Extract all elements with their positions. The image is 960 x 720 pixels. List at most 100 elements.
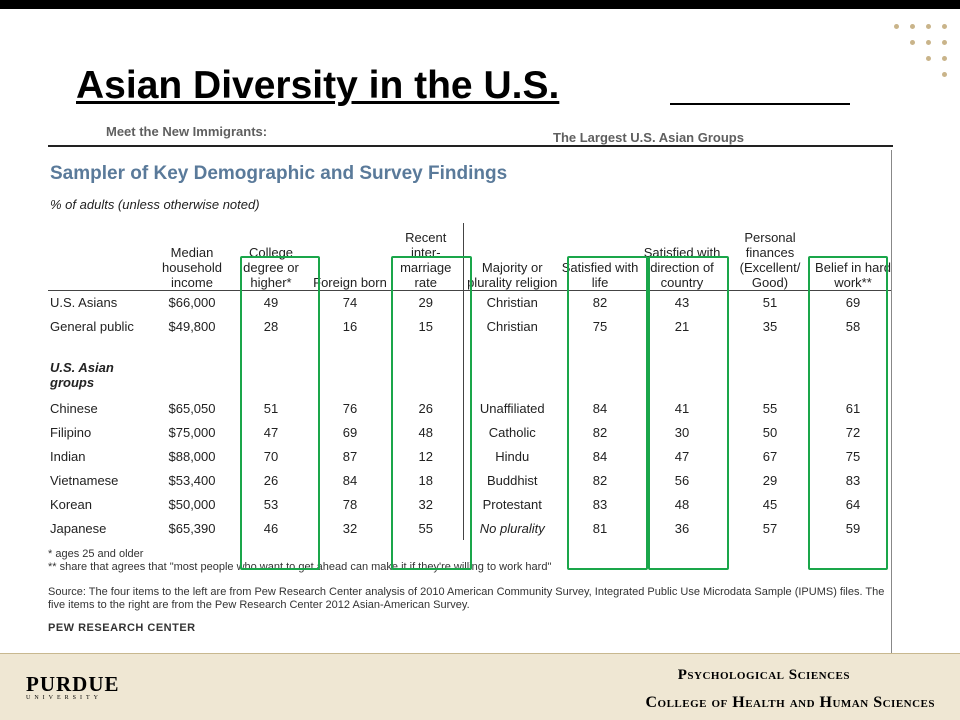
table-row: Korean $50,000 53 78 32 Protestant 83 48 45 64 — [48, 492, 891, 516]
table-cell: Hindu — [462, 444, 561, 468]
table-cell: 47 — [674, 448, 690, 464]
table-cell: 51 — [263, 400, 279, 416]
table-cell: 36 — [674, 520, 690, 536]
table-cell: Protestant — [462, 492, 561, 516]
table-cell: 29 — [762, 472, 778, 488]
table-cell: 41 — [674, 400, 690, 416]
table-cell: 32 — [418, 496, 433, 512]
table-cell: 26 — [418, 400, 433, 416]
top-bar — [0, 0, 960, 9]
title-underline — [670, 103, 850, 105]
table-heading: Sampler of Key Demographic and Survey Fi… — [50, 163, 508, 184]
col-header: Majority or plurality religion — [462, 223, 561, 291]
table-subheading: % of adults (unless otherwise noted) — [50, 197, 260, 212]
table-cell: $49,800 — [168, 318, 216, 334]
table-cell: 75 — [592, 318, 608, 334]
table-cell: 49 — [263, 294, 279, 310]
table-row: Japanese $65,390 46 32 55 No plurality 81 36 57 5… — [48, 516, 891, 540]
table-cell: 82 — [592, 294, 608, 310]
table-cell: 50 — [762, 424, 778, 440]
table-row: Chinese $65,050 51 76 26 Unaffiliated 84 41 55 61 — [48, 396, 891, 420]
header-blank — [48, 223, 153, 291]
row-label: Japanese — [50, 520, 107, 536]
table-cell: 48 — [674, 496, 690, 512]
table-row: Filipino $75,000 47 69 48 Catholic 82 30 50 72 — [48, 420, 891, 444]
table-cell: 32 — [342, 520, 358, 536]
table-cell: 83 — [845, 472, 861, 488]
footer: PURDUE UNIVERSITY Psychological Sciences… — [0, 653, 960, 720]
table-cell: $65,050 — [168, 400, 216, 416]
table-cell: 30 — [674, 424, 690, 440]
row-label: General public — [50, 318, 134, 334]
slide-title: Asian Diversity in the U.S. — [76, 64, 560, 107]
header-rule — [48, 145, 893, 147]
table-cell: $65,390 — [168, 520, 216, 536]
table-cell: 57 — [762, 520, 778, 536]
college-name: College of Health and Human Sciences — [645, 694, 935, 711]
image-header-strip: Meet the New Immigrants: The Largest U.S… — [48, 117, 893, 147]
table-cell: 58 — [845, 318, 861, 334]
largest-groups-label: The Largest U.S. Asian Groups — [553, 130, 744, 145]
purdue-logo: PURDUE UNIVERSITY — [26, 672, 120, 702]
table-cell: 81 — [592, 520, 608, 536]
pew-credit: PEW RESEARCH CENTER — [48, 622, 196, 634]
table-cell: 56 — [674, 472, 690, 488]
highlight-box-satisfied-direction — [648, 256, 729, 570]
table-cell: 51 — [762, 294, 778, 310]
table-cell: 21 — [674, 318, 690, 334]
logo-wordmark: PURDUE — [26, 672, 120, 696]
table-cell: 84 — [592, 400, 608, 416]
table-cell: Unaffiliated — [462, 396, 561, 420]
table-cell: 82 — [592, 472, 608, 488]
table-row: Vietnamese $53,400 26 84 18 Buddhist 82 56 29 83 — [48, 468, 891, 492]
table-cell: 47 — [263, 424, 279, 440]
department-name: Psychological Sciences — [677, 667, 850, 683]
col-header: Foreign born — [311, 223, 389, 291]
table-cell: 55 — [418, 520, 433, 536]
footnote-1: * ages 25 and older — [48, 548, 144, 560]
table-cell: $53,400 — [168, 472, 216, 488]
table-cell: 48 — [418, 424, 433, 440]
row-label: Indian — [50, 448, 86, 464]
table-cell: 67 — [762, 448, 778, 464]
table-cell: 55 — [762, 400, 778, 416]
highlight-box-satisfied-life — [567, 256, 648, 570]
table-cell: 28 — [263, 318, 279, 334]
table-cell: 15 — [418, 318, 433, 334]
meet-label: Meet the New Immigrants: — [106, 124, 268, 139]
table-row: General public $49,800 28 16 15 Christian 75 21… — [48, 314, 891, 338]
table-cell: 72 — [845, 424, 861, 440]
col-header: Median household income — [153, 223, 231, 291]
table-cell: 46 — [263, 520, 279, 536]
table-cell: 78 — [342, 496, 358, 512]
table-cell: 84 — [592, 448, 608, 464]
row-label: Vietnamese — [50, 472, 119, 488]
table-cell: 76 — [342, 400, 358, 416]
highlight-box-hard-work — [808, 256, 888, 570]
source-note: Source: The four items to the left are f… — [48, 586, 885, 611]
table-cell: 64 — [845, 496, 861, 512]
table-cell: 18 — [418, 472, 433, 488]
row-label: Filipino — [50, 424, 92, 440]
table-row: U.S. Asians $66,000 49 74 29 Christian 82 43 51 6… — [48, 290, 891, 314]
col-header: Personal finances (Excellent/ Good) — [725, 223, 815, 291]
table-cell: 82 — [592, 424, 608, 440]
table-cell: 69 — [342, 424, 358, 440]
table-cell: 12 — [418, 448, 433, 464]
table-cell: 26 — [263, 472, 279, 488]
footnote-2: ** share that agrees that "most people w… — [48, 561, 552, 573]
table-cell: 70 — [263, 448, 279, 464]
group-label: U.S. Asian groups — [50, 360, 114, 390]
table-cell: 61 — [845, 400, 861, 416]
table-cell: 69 — [845, 294, 861, 310]
decorative-dots — [888, 20, 952, 84]
row-label: Chinese — [50, 400, 98, 416]
table-cell: 53 — [263, 496, 279, 512]
highlight-box-intermarriage — [391, 256, 472, 570]
logo-subtitle: UNIVERSITY — [26, 695, 102, 701]
table-cell: 83 — [592, 496, 608, 512]
row-label: U.S. Asians — [50, 294, 118, 310]
table-cell: $50,000 — [168, 496, 216, 512]
table-cell: 74 — [342, 294, 358, 310]
group-label-row: U.S. Asian groups — [48, 338, 891, 396]
